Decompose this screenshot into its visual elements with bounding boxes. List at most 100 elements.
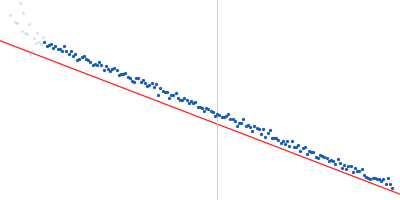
Point (98, 63, 104, 66)
Point (151, 86, 157, 89)
Point (343, 168, 350, 171)
Point (157, 86, 164, 90)
Point (205, 108, 212, 111)
Point (94, 63, 100, 66)
Point (164, 91, 170, 94)
Point (31, 37, 37, 40)
Point (350, 170, 356, 173)
Point (299, 147, 306, 150)
Point (186, 101, 192, 105)
Point (54, 47, 61, 50)
Point (131, 80, 137, 83)
Point (251, 125, 258, 128)
Point (286, 144, 293, 147)
Point (48, 43, 54, 46)
Point (382, 182, 389, 186)
Point (332, 163, 338, 166)
Point (363, 175, 369, 179)
Point (315, 157, 321, 160)
Point (46, 43, 52, 47)
Point (44, 44, 50, 48)
Point (284, 140, 290, 143)
Point (34, 32, 41, 35)
Point (234, 125, 240, 128)
Point (188, 100, 194, 103)
Point (61, 44, 67, 47)
Point (194, 105, 201, 109)
Point (133, 76, 140, 80)
Point (321, 156, 328, 159)
Point (247, 126, 253, 129)
Point (52, 44, 58, 47)
Point (367, 177, 374, 180)
Point (356, 169, 363, 172)
Point (72, 52, 78, 56)
Point (354, 169, 360, 172)
Point (238, 122, 244, 125)
Point (50, 47, 56, 50)
Point (199, 106, 205, 110)
Point (232, 119, 238, 123)
Point (105, 67, 111, 71)
Point (245, 124, 251, 127)
Point (144, 84, 150, 88)
Point (63, 49, 70, 53)
Point (41, 40, 48, 44)
Point (216, 114, 223, 117)
Point (328, 159, 334, 162)
Point (288, 139, 295, 142)
Point (201, 110, 207, 113)
Point (295, 144, 301, 147)
Point (162, 91, 168, 94)
Point (26, 23, 32, 26)
Point (203, 107, 210, 110)
Point (192, 101, 198, 104)
Point (262, 135, 268, 138)
Point (293, 145, 299, 148)
Point (96, 60, 102, 64)
Point (18, 30, 25, 33)
Point (68, 49, 74, 52)
Point (78, 55, 85, 58)
Point (32, 41, 39, 44)
Point (310, 150, 317, 153)
Point (168, 93, 174, 97)
Point (17, 2, 23, 5)
Point (380, 177, 387, 181)
Point (240, 117, 247, 120)
Point (111, 67, 118, 70)
Point (172, 91, 179, 94)
Point (387, 182, 393, 185)
Point (214, 113, 220, 116)
Point (271, 137, 277, 140)
Point (341, 163, 347, 166)
Point (89, 64, 96, 67)
Point (306, 150, 312, 153)
Point (100, 69, 107, 72)
Point (389, 186, 396, 190)
Point (81, 55, 87, 58)
Point (221, 115, 227, 118)
Point (190, 102, 196, 105)
Point (269, 137, 275, 140)
Point (236, 121, 242, 124)
Point (22, 31, 28, 35)
Point (179, 99, 186, 102)
Point (258, 132, 264, 135)
Point (352, 167, 358, 170)
Point (118, 73, 124, 76)
Point (225, 112, 231, 115)
Point (29, 49, 36, 52)
Point (319, 155, 326, 158)
Point (385, 176, 391, 180)
Point (129, 79, 135, 82)
Point (264, 131, 271, 135)
Point (6, 14, 13, 17)
Point (138, 80, 144, 84)
Point (210, 111, 216, 114)
Point (266, 129, 273, 132)
Point (304, 153, 310, 156)
Point (345, 164, 352, 168)
Point (135, 76, 142, 79)
Point (184, 98, 190, 102)
